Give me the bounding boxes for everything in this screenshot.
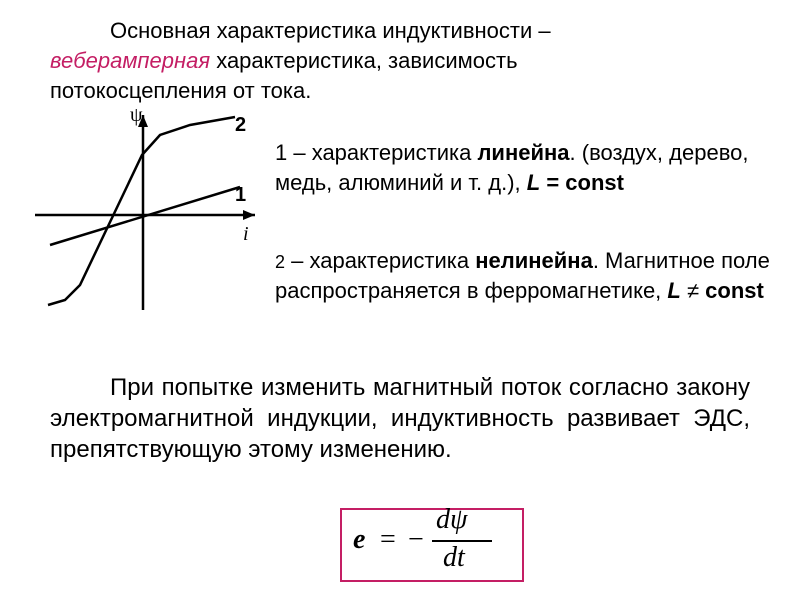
description-1: 1 – характеристика линейна. (воздух, дер… [275,138,785,197]
formula-e: e [353,524,365,556]
desc2-bold: нелинейна [475,248,593,273]
intro-line-3: потокосцепления от тока. [50,78,311,104]
desc1-bold: линейна [477,140,569,165]
curve-2-label: 2 [235,114,246,137]
desc2-L: L [667,278,680,303]
formula-numerator: dψ [436,504,467,536]
curve-1-label: 1 [235,184,246,207]
i-axis-label: i [243,223,249,246]
formula: e = − dψ dt [350,498,510,588]
desc2-num: 2 [275,252,285,272]
x-arrow [243,210,255,220]
term-highlight: веберамперная [50,48,210,73]
paragraph-main: При попытке изменить магнитный поток сог… [50,372,750,466]
psi-axis-label: ψ [130,104,143,127]
formula-minus: − [408,524,424,556]
desc1-const: = const [540,170,624,195]
intro-line-2-rest: характеристика, зависимость [210,48,517,73]
intro-line-1: Основная характеристика индуктивности – [110,18,551,44]
formula-denominator: dt [443,542,465,574]
desc2-const: const [705,278,764,303]
desc2-prefix: – характеристика [285,248,475,273]
intro-line-2: веберамперная характеристика, зависимост… [50,48,518,74]
desc1-prefix: 1 – характеристика [275,140,477,165]
curve-2-nonlinear [48,117,235,305]
desc1-L: L [527,170,540,195]
desc2-neq: ≠ [681,278,705,303]
formula-eq: = [380,524,396,556]
description-2: 2 – характеристика нелинейна. Магнитное … [275,246,785,305]
